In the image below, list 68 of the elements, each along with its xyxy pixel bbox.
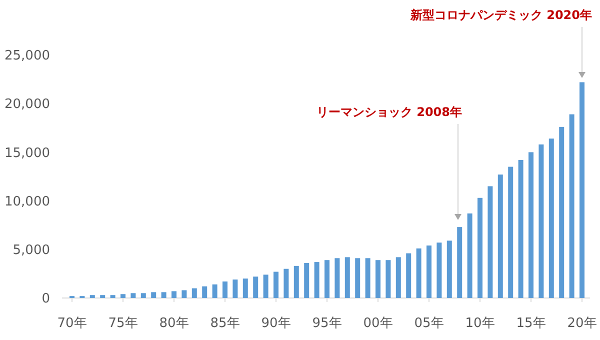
bar [274,272,278,298]
annotation: リーマンショック 2008年 [316,105,462,119]
y-tick-label: 25,000 [4,48,50,64]
bar [304,263,310,298]
bar [457,227,462,298]
x-tick-label: 80年 [159,316,189,331]
x-tick-label: 90年 [261,316,291,331]
bar [130,293,136,298]
x-tick-label: 85年 [210,316,240,331]
bar [314,262,320,298]
bar [232,280,238,298]
y-tick-label: 20,000 [4,97,50,112]
bar [110,295,116,298]
bar [498,174,503,298]
bar [396,257,401,298]
x-tick-label: 75年 [108,316,138,331]
x-tick-label: 15年 [516,316,546,331]
bar [263,274,268,298]
bar [365,258,370,298]
text: 新型コロナパンデミック 2020年 [409,8,592,22]
y-tick-label: 15,000 [4,146,50,161]
x-tick-label: 05年 [414,316,444,331]
bar [172,291,176,298]
bar [436,242,442,298]
bar [538,144,544,298]
bar [548,138,554,298]
y-tick-label: 10,000 [4,194,50,210]
bar [242,278,248,298]
bar [406,253,412,298]
bar [294,266,299,298]
bar [559,126,564,298]
bar [192,288,197,298]
bar [202,286,208,298]
bar [140,293,146,298]
bar [467,213,472,298]
bar [488,186,493,298]
bar [120,294,126,298]
bar [426,246,432,298]
bar [528,152,534,298]
bar [416,248,422,298]
bar [518,160,524,298]
x-tick-label: 00年 [363,316,393,331]
y-tick-label: 0 [42,292,50,307]
bar [161,292,166,298]
bar [90,295,95,298]
bar [222,281,228,298]
bar [324,260,330,298]
bar [376,260,380,298]
bar [212,284,218,298]
bar [151,292,156,298]
x-tick-label: 20年 [567,316,597,331]
bar [446,240,452,298]
bar [334,258,340,298]
x-tick-label: 10年 [465,316,495,331]
bar [355,258,360,298]
bar [508,166,514,298]
bar [386,260,391,298]
bar [182,290,187,298]
y-tick-label: 5,000 [12,242,50,258]
bar [284,268,289,298]
bar [569,114,574,298]
bar [253,276,258,298]
bar [478,198,482,298]
bar [100,295,106,298]
x-tick-label: 95年 [312,316,342,331]
x-tick-label: 70年 [57,316,87,331]
bar [344,257,350,298]
bar [580,82,584,298]
